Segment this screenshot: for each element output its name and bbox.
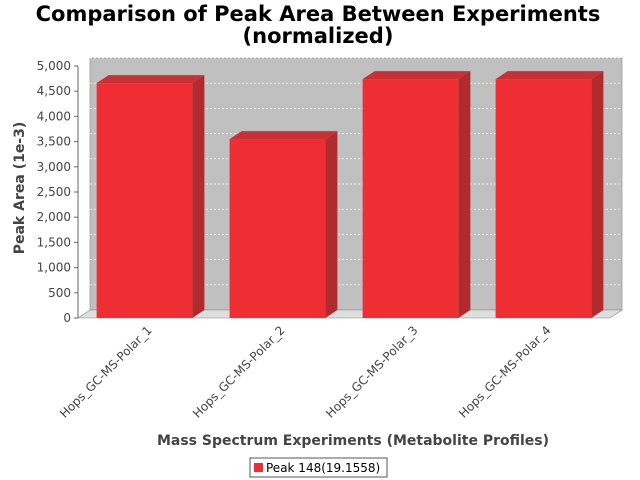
bar-front	[96, 83, 193, 318]
x-tick-label: Hops_GC-MS-Polar_3	[323, 323, 421, 421]
bar-front	[495, 79, 592, 318]
x-axis-title: Mass Spectrum Experiments (Metabolite Pr…	[157, 433, 549, 449]
y-axis: 0 500 1,000 1,500 2,000 2,500 3,000 3,500 4,000 4…	[37, 59, 79, 325]
bars	[96, 71, 604, 318]
legend-label: Peak 148(19.1558)	[266, 461, 380, 475]
bar-top	[495, 71, 604, 80]
y-tick-label: 3,500	[37, 135, 71, 149]
legend: Peak 148(19.1558)	[249, 457, 388, 478]
y-tick-label: 4,500	[37, 84, 71, 98]
legend-box	[249, 457, 388, 478]
bar	[362, 71, 471, 318]
y-tick-label: 1,000	[37, 261, 71, 275]
chart-title-line-2: (normalized)	[243, 24, 394, 48]
bar-top	[362, 71, 471, 80]
bar-side	[192, 75, 205, 318]
y-tick-label: 2,500	[37, 185, 71, 199]
bar-top	[96, 75, 205, 84]
bar-top	[229, 131, 338, 140]
legend-swatch	[254, 463, 263, 472]
y-tick-label: 1,500	[37, 235, 71, 249]
bar-front	[229, 139, 326, 318]
bar	[96, 75, 205, 318]
y-tick-label: 500	[48, 286, 71, 300]
y-tick-label: 4,000	[37, 109, 71, 123]
y-tick-label: 0	[63, 311, 71, 325]
y-tick-label: 5,000	[37, 59, 71, 73]
y-axis-title: Peak Area (1e-3)	[12, 122, 28, 255]
bar	[229, 131, 338, 318]
y-tick-label: 2,000	[37, 210, 71, 224]
x-tick-label: Hops_GC-MS-Polar_2	[190, 323, 288, 421]
x-axis: Hops_GC-MS-Polar_1 Hops_GC-MS-Polar_2 Hops…	[57, 323, 554, 421]
x-tick-label: Hops_GC-MS-Polar_1	[57, 323, 155, 421]
y-tick-label: 3,000	[37, 160, 71, 174]
chart-title-line-1: Comparison of Peak Area Between Experime…	[36, 2, 601, 26]
bar-side	[325, 131, 338, 318]
bar-side	[458, 71, 471, 318]
bar-side	[591, 71, 604, 318]
bar-front	[362, 79, 459, 318]
bar	[495, 71, 604, 318]
x-tick-label: Hops_GC-MS-Polar_4	[456, 323, 554, 421]
